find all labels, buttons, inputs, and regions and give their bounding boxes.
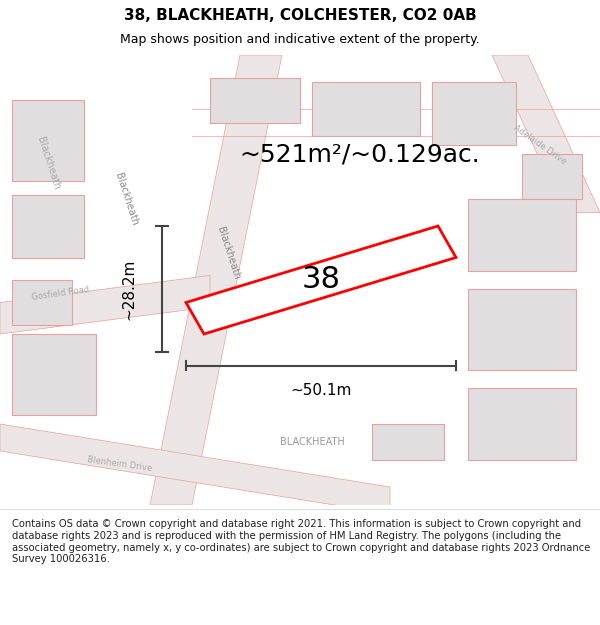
Text: Blackheath: Blackheath <box>113 171 139 227</box>
Text: Map shows position and indicative extent of the property.: Map shows position and indicative extent… <box>120 33 480 46</box>
Text: Blenheim Drive: Blenheim Drive <box>87 456 153 474</box>
Bar <box>468 388 576 460</box>
Polygon shape <box>0 424 390 514</box>
Polygon shape <box>150 55 282 505</box>
Bar <box>12 334 96 415</box>
Text: Blackheath: Blackheath <box>35 136 61 191</box>
Polygon shape <box>0 276 210 334</box>
Text: Gosfield Road: Gosfield Road <box>31 285 89 302</box>
Text: ~521m²/~0.129ac.: ~521m²/~0.129ac. <box>239 142 481 166</box>
Bar <box>210 78 300 122</box>
Bar <box>468 199 576 271</box>
Text: 38: 38 <box>302 266 341 294</box>
Polygon shape <box>492 55 600 212</box>
Bar <box>522 154 582 199</box>
Text: ~50.1m: ~50.1m <box>290 382 352 398</box>
Text: Blackheath: Blackheath <box>215 226 241 281</box>
Bar <box>12 280 72 325</box>
Text: ~28.2m: ~28.2m <box>122 258 137 319</box>
Bar <box>372 424 444 460</box>
Bar <box>312 82 420 136</box>
Polygon shape <box>186 226 456 334</box>
Bar <box>432 82 516 145</box>
Text: BLACKHEATH: BLACKHEATH <box>280 437 344 447</box>
Text: Contains OS data © Crown copyright and database right 2021. This information is : Contains OS data © Crown copyright and d… <box>12 519 590 564</box>
Bar <box>12 100 84 181</box>
Text: 38, BLACKHEATH, COLCHESTER, CO2 0AB: 38, BLACKHEATH, COLCHESTER, CO2 0AB <box>124 8 476 23</box>
Text: Adelaide Drive: Adelaide Drive <box>512 124 568 166</box>
Bar <box>468 289 576 370</box>
Bar <box>12 194 84 258</box>
